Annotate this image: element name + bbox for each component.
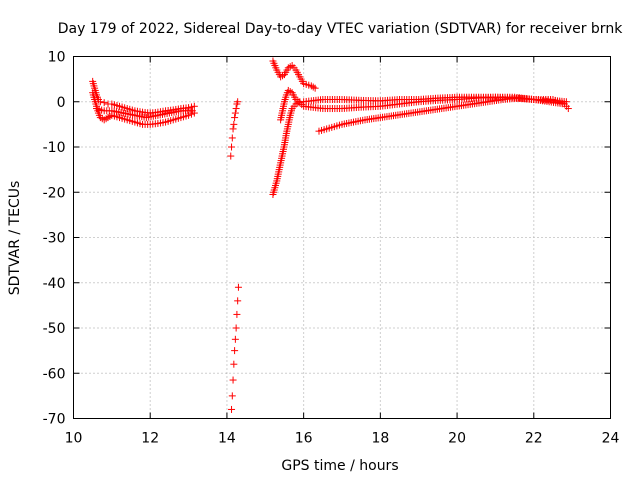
series-track-e-near-14h-drop bbox=[228, 283, 242, 413]
x-tick-label: 20 bbox=[448, 431, 466, 447]
series-track-i-evening-lower bbox=[315, 94, 572, 135]
y-tick-label: -20 bbox=[43, 185, 66, 201]
y-tick-label: 0 bbox=[57, 95, 66, 111]
y-tick-label: -30 bbox=[43, 231, 66, 247]
y-tick-label: 10 bbox=[48, 50, 66, 66]
x-tick-label: 14 bbox=[218, 431, 236, 447]
x-axis-label: GPS time / hours bbox=[281, 458, 398, 474]
data-points bbox=[89, 57, 572, 413]
series-track-h-afternoon-middle bbox=[277, 86, 570, 124]
x-tick-label: 10 bbox=[65, 431, 83, 447]
axis-ticks: 10 12 14 16 18 20 22 24 -70 -60 -50 -40 -30 -20 -10 0 10 bbox=[43, 50, 620, 447]
series-track-c-morning-middle bbox=[93, 105, 196, 122]
series-track-b-morning-lower bbox=[89, 89, 198, 128]
x-tick-label: 24 bbox=[602, 431, 620, 447]
y-tick-label: -60 bbox=[43, 366, 66, 382]
series-track-g-afternoon-rise bbox=[269, 93, 568, 199]
series-track-f-afternoon-upper bbox=[269, 57, 319, 92]
series-track-d-near-14h-upper bbox=[227, 98, 242, 160]
x-tick-label: 18 bbox=[371, 431, 389, 447]
y-axis-label: SDTVAR / TECUs bbox=[7, 181, 23, 296]
y-tick-label: -70 bbox=[43, 412, 66, 428]
y-tick-label: -40 bbox=[43, 276, 66, 292]
chart-title: Day 179 of 2022, Sidereal Day-to-day VTE… bbox=[58, 21, 623, 37]
y-tick-label: -50 bbox=[43, 321, 66, 337]
x-tick-label: 12 bbox=[141, 431, 159, 447]
y-tick-label: -10 bbox=[43, 140, 66, 156]
x-tick-label: 16 bbox=[295, 431, 313, 447]
x-tick-label: 22 bbox=[525, 431, 543, 447]
